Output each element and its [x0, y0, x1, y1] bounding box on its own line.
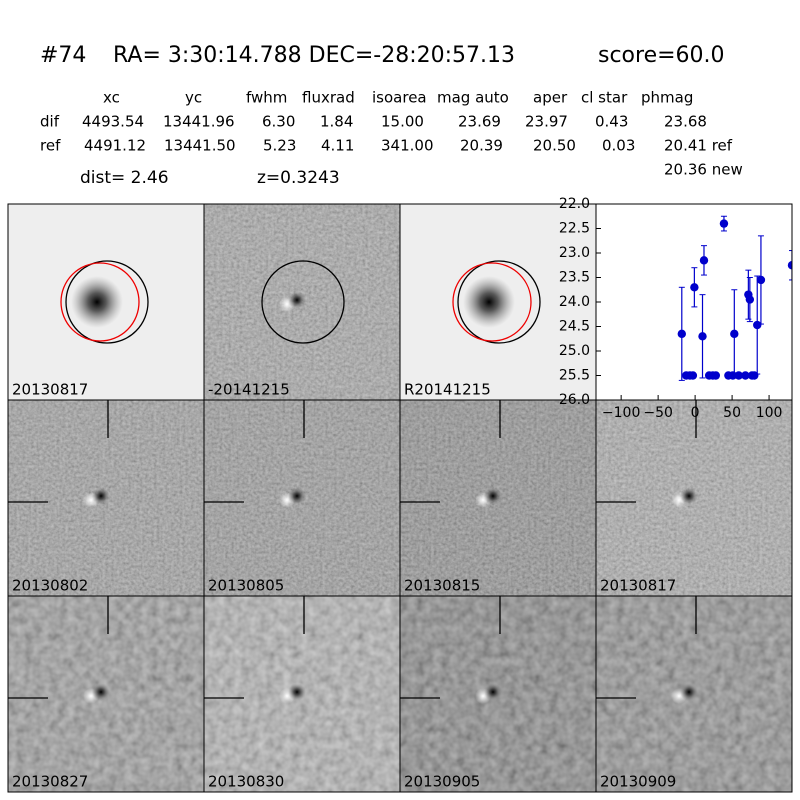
point	[753, 320, 762, 330]
negative-blob	[288, 487, 306, 505]
point	[745, 295, 755, 304]
y-tick-label: 22.0	[559, 196, 590, 212]
panel-label: 20130905	[404, 773, 480, 791]
point	[750, 371, 759, 380]
panel-label: 20130802	[12, 577, 88, 595]
table-cell: 6.30	[262, 113, 295, 131]
negative-blob	[680, 487, 698, 505]
column-header: xc	[103, 89, 120, 107]
table-cell: 5.23	[263, 137, 296, 155]
y-tick-label: 25.0	[559, 343, 590, 359]
column-header: fluxrad	[302, 89, 355, 107]
aperture	[65, 260, 149, 344]
source-blob	[463, 276, 515, 328]
column-header: cl star	[581, 89, 628, 107]
point	[688, 371, 698, 380]
points	[677, 215, 792, 381]
point	[698, 332, 707, 341]
column-header: isoarea	[372, 89, 427, 107]
negative-blob	[288, 291, 306, 309]
point	[741, 371, 750, 380]
coordinates: RA= 3:30:14.788 DEC=-28:20:57.13	[113, 43, 515, 68]
y-tick-label: 22.5	[559, 221, 590, 237]
negative-blob	[484, 683, 502, 701]
table-cell: 23.68	[664, 113, 707, 131]
panel-label: 20130815	[404, 577, 480, 595]
table-cell: 4491.12	[84, 137, 146, 155]
y-tick-label: 24.0	[559, 294, 590, 310]
y-tick-label: 23.5	[559, 270, 590, 286]
panel-label: 20130830	[208, 773, 284, 791]
panel-label: 20130817	[12, 381, 88, 399]
table-cell: 0.43	[595, 113, 628, 131]
column-header: fwhm	[246, 89, 287, 107]
table-cell: 15.00	[381, 113, 424, 131]
score: score=60.0	[598, 43, 725, 68]
negative-blob	[92, 487, 110, 505]
column-header: mag auto	[437, 89, 509, 107]
x-tick-label: −100	[602, 405, 640, 421]
negative-blob	[288, 683, 306, 701]
redshift: z=0.3243	[257, 168, 340, 188]
panel-label: 20130817	[600, 577, 676, 595]
candidate-id: #74	[40, 43, 86, 68]
point	[699, 256, 709, 265]
panel-label: 20130827	[12, 773, 88, 791]
column-header: phmag	[641, 89, 693, 107]
row-label: dif	[40, 113, 60, 131]
table-cell: 23.69	[458, 113, 501, 131]
table-cell: 20.39	[460, 137, 503, 155]
table-cell: 4493.54	[82, 113, 144, 131]
x-tick-label: 100	[756, 405, 783, 421]
phmag-new: 20.36 new	[664, 161, 743, 179]
negative-blob	[484, 487, 502, 505]
aperture	[261, 260, 345, 344]
table-cell: 20.50	[533, 137, 576, 155]
x-tick-label: −50	[643, 405, 673, 421]
y-tick-label: 26.0	[559, 392, 590, 408]
point	[677, 329, 686, 339]
negative-blob	[92, 683, 110, 701]
point	[734, 371, 743, 380]
table-cell: 13441.96	[163, 113, 235, 131]
table-cell: 23.97	[525, 113, 568, 131]
table-cell: 341.00	[381, 137, 434, 155]
point	[787, 261, 792, 270]
aperture	[457, 260, 541, 344]
y-tick-label: 24.5	[559, 319, 590, 335]
x-tick-label: 0	[691, 405, 700, 421]
panel-label: 20130805	[208, 577, 284, 595]
ref-aperture	[60, 262, 140, 342]
y-tick-label: 23.0	[559, 245, 590, 261]
table-cell: 13441.50	[164, 137, 236, 155]
dist: dist= 2.46	[80, 168, 169, 188]
x-tick-label: 50	[723, 405, 741, 421]
point	[756, 275, 766, 285]
panel-label: -20141215	[208, 381, 290, 399]
point	[730, 329, 739, 339]
y-tick-label: 25.5	[559, 368, 590, 384]
panel-label: R20141215	[404, 381, 491, 399]
panel-frame	[595, 595, 793, 793]
table-cell: 4.11	[321, 137, 354, 155]
point	[719, 219, 729, 228]
panel-label: 20130909	[600, 773, 676, 791]
column-header: aper	[533, 89, 568, 107]
point	[690, 283, 699, 292]
negative-blob	[680, 683, 698, 701]
point	[711, 371, 721, 380]
table-cell: 1.84	[320, 113, 353, 131]
ref-aperture	[452, 262, 532, 342]
row-label: ref	[40, 137, 61, 155]
source-blob	[71, 276, 123, 328]
table-cell: 20.41 ref	[664, 137, 733, 155]
table-cell: 0.03	[602, 137, 635, 155]
column-header: yc	[185, 89, 202, 107]
